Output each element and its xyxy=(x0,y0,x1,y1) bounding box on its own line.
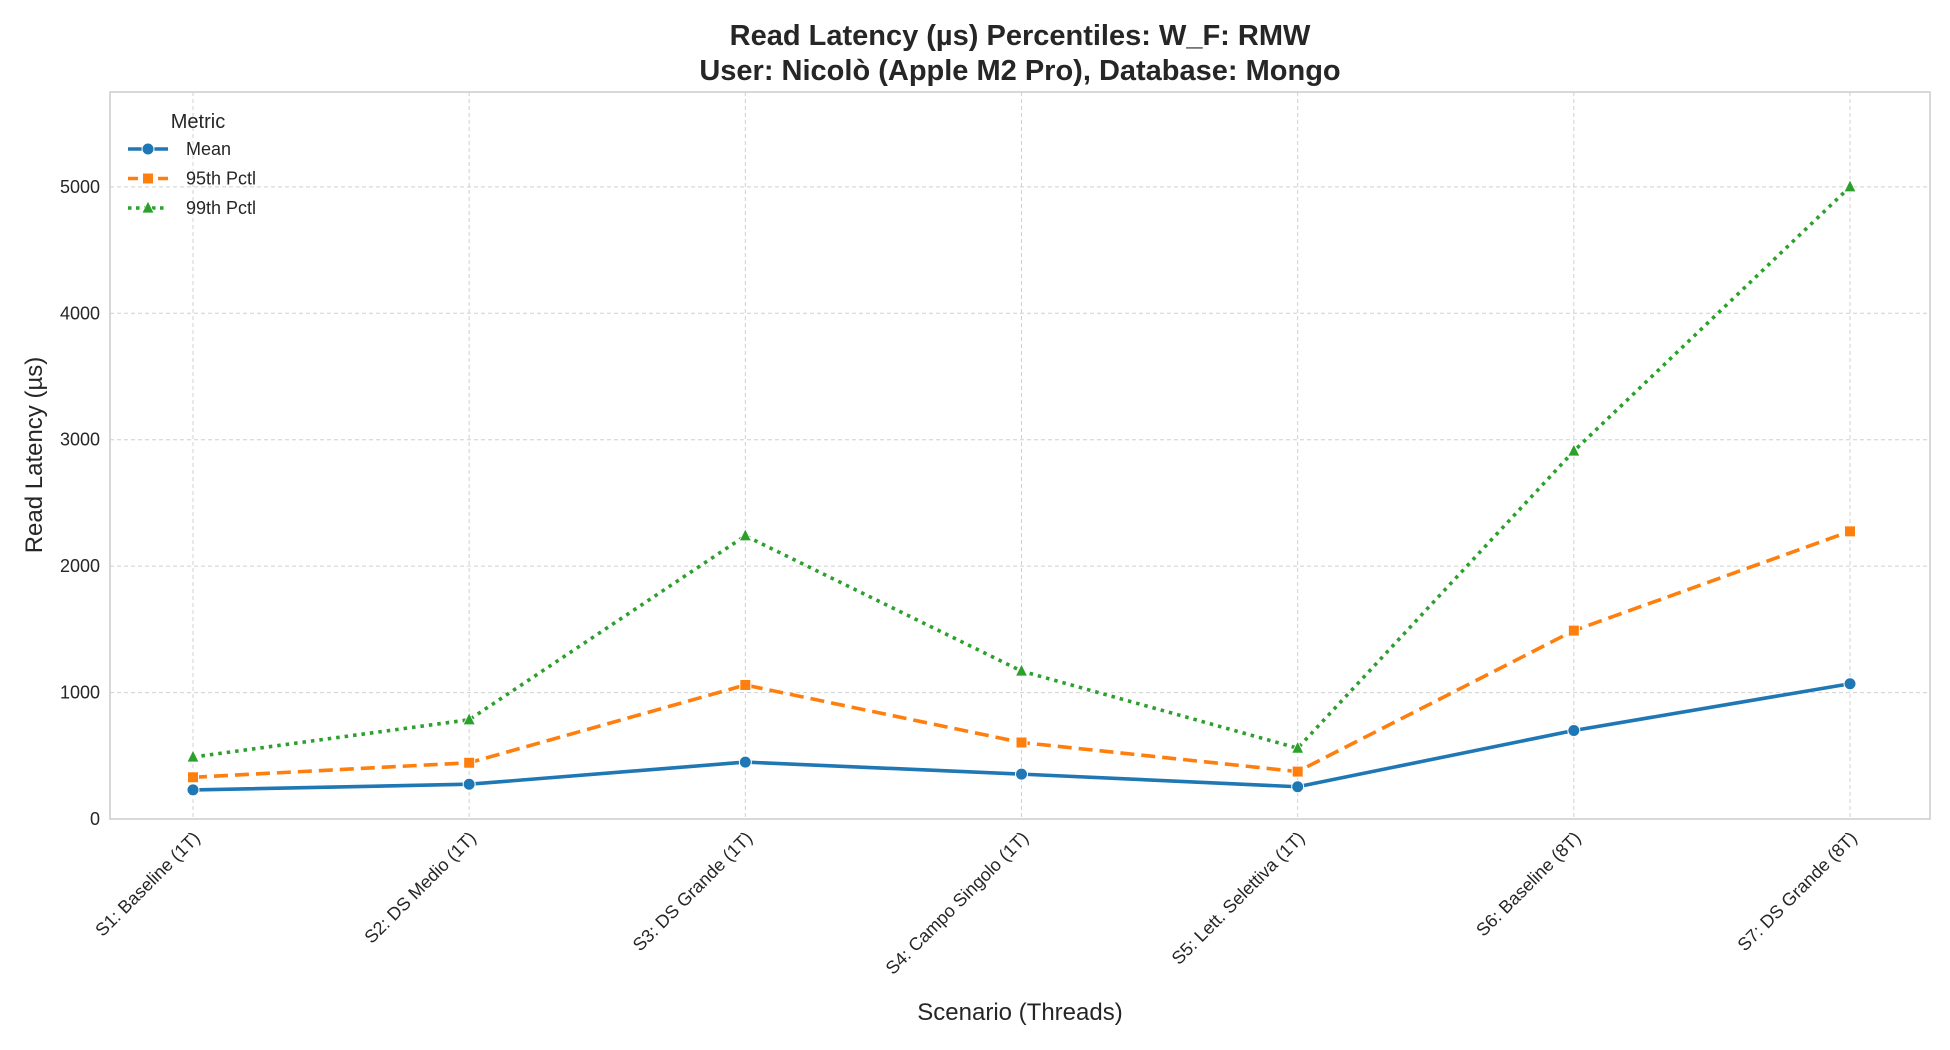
series-mean xyxy=(186,677,1857,797)
y-axis-label: Read Latency (µs) xyxy=(21,357,48,554)
x-tick-label: S2: DS Medio (1T) xyxy=(360,828,480,948)
x-tick-label: S3: DS Grande (1T) xyxy=(629,828,756,955)
legend-item: 95th Pctl xyxy=(128,169,256,189)
legend-label: 95th Pctl xyxy=(186,169,256,189)
data-point xyxy=(186,783,200,797)
y-tick-label: 2000 xyxy=(60,556,100,576)
legend-title: Metric xyxy=(171,111,225,133)
chart-title-line1: Read Latency (µs) Percentiles: W_F: RMW xyxy=(730,20,1311,52)
x-tick-label: S6: Baseline (8T) xyxy=(1472,828,1584,940)
data-point xyxy=(739,678,752,691)
y-tick-label: 4000 xyxy=(60,303,100,323)
data-point xyxy=(1291,780,1305,794)
legend-marker xyxy=(141,142,155,156)
data-point xyxy=(1014,663,1029,677)
data-point xyxy=(462,711,476,726)
data-point xyxy=(1843,677,1857,691)
y-tick-label: 1000 xyxy=(60,683,100,703)
y-axis-ticks: 0 1000 2000 3000 4000 5000 xyxy=(60,177,100,829)
chart-title: Read Latency (µs) Percentiles: W_F: RMW … xyxy=(699,20,1340,87)
data-point xyxy=(1291,740,1305,754)
x-tick-label: S1: Baseline (1T) xyxy=(91,828,203,940)
data-point xyxy=(738,755,752,769)
data-point xyxy=(1015,767,1028,781)
data-point xyxy=(1567,723,1581,737)
x-tick-label: S4: Campo Singolo (1T) xyxy=(882,828,1033,979)
series-group xyxy=(186,178,1857,797)
legend: Metric Mean 95th Pctl 99th Pctl xyxy=(128,111,256,218)
legend-label: Mean xyxy=(186,139,231,159)
x-axis-label: Scenario (Threads) xyxy=(917,999,1122,1026)
data-point xyxy=(1843,178,1857,193)
series-99th-pctl xyxy=(186,178,1857,763)
data-point xyxy=(1567,624,1580,637)
data-point xyxy=(738,527,752,542)
y-tick-label: 0 xyxy=(90,809,100,829)
x-tick-label: S7: DS Grande (8T) xyxy=(1734,828,1861,955)
data-point xyxy=(1567,443,1581,457)
y-tick-label: 5000 xyxy=(60,177,100,197)
data-point xyxy=(463,756,476,769)
series-95th-pctl xyxy=(187,525,1856,784)
legend-label: 99th Pctl xyxy=(186,198,256,218)
gridlines xyxy=(110,92,1930,820)
legend-marker xyxy=(141,200,155,214)
legend-marker xyxy=(142,172,154,185)
x-axis-ticks: S1: Baseline (1T) S2: DS Medio (1T) S3: DS… xyxy=(91,828,1860,979)
legend-item: Mean xyxy=(128,139,231,159)
data-point xyxy=(1015,736,1028,749)
chart-title-line2: User: Nicolò (Apple M2 Pro), Database: M… xyxy=(699,55,1340,87)
data-point xyxy=(462,777,476,791)
x-tick-label: S5: Lett. Selettiva (1T) xyxy=(1168,828,1309,969)
data-point xyxy=(1291,765,1304,778)
legend-item: 99th Pctl xyxy=(128,198,256,218)
data-point xyxy=(187,771,199,784)
data-point xyxy=(1844,525,1856,538)
data-point xyxy=(186,749,200,763)
y-tick-label: 3000 xyxy=(60,430,100,450)
plot-area-frame xyxy=(109,91,1931,820)
